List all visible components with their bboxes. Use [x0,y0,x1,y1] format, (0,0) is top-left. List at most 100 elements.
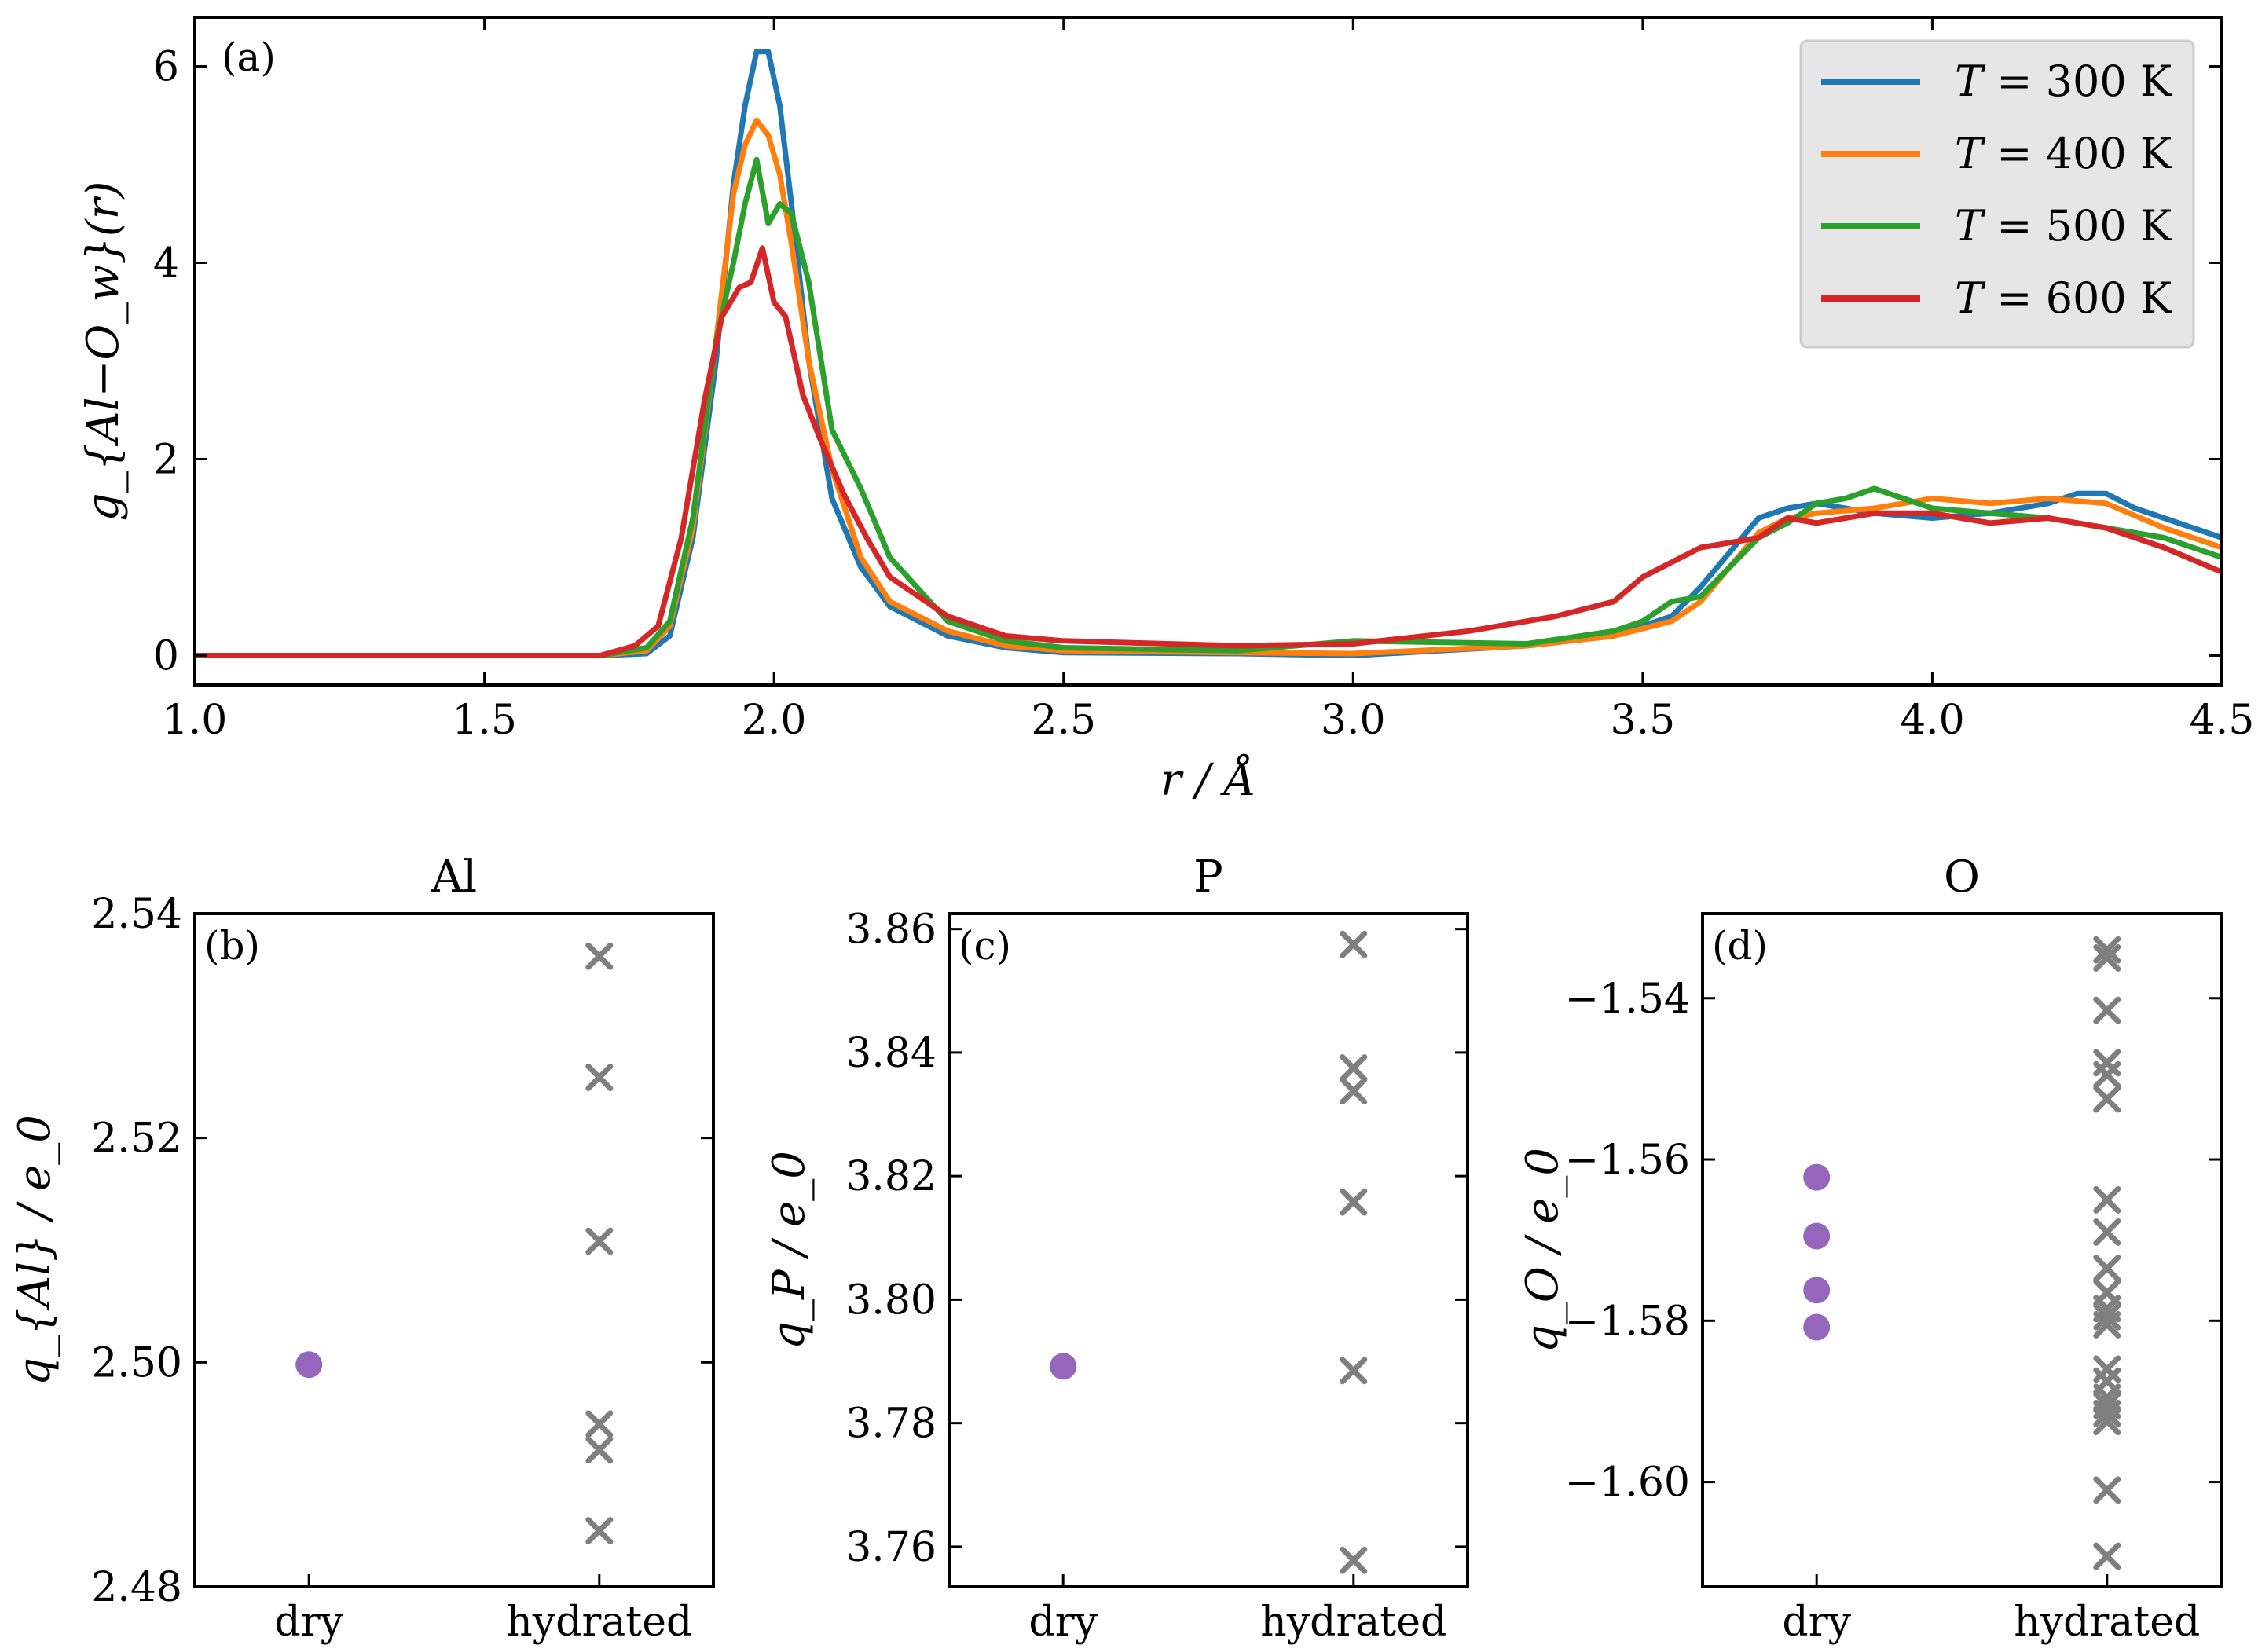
y-tick-label-b: 2.54 [91,891,182,938]
dry-point-d [1803,1163,1831,1191]
legend-label-value: = 300 K [1983,57,2173,106]
y-tick-label-d: −1.60 [1565,1460,1690,1507]
legend-label-c500: T = 500 K [1955,201,2173,251]
y-tick-label-c: 3.86 [845,907,937,954]
hydrated-point-d [2093,1060,2121,1089]
y-tick-label-c: 3.84 [845,1030,937,1077]
hydrated-point-b [585,1227,614,1255]
panel-a-rdf-chart: 1.0 1.5 2.0 2.5 3.0 3.5 4.0 4.5 0 2 4 6 r / Å g_{Al−O… [78,16,2255,806]
series-line-c400 [195,117,2222,658]
x-category-label-c: hydrated [1260,1599,1446,1646]
hydrated-point-c [1340,1188,1368,1216]
y-tick-label-d: −1.58 [1565,1298,1690,1345]
legend-label-c600: T = 600 K [1955,273,2173,323]
x-tick-label-a: 4.0 [1900,697,1965,744]
y-tick-label-c: 3.82 [845,1153,937,1200]
panel-tag-d: (d) [1712,923,1768,969]
hydrated-point-d [2093,1310,2121,1339]
hydrated-point-c [1340,1054,1368,1082]
x-tick-label-a: 4.5 [2190,697,2255,744]
hydrated-point-c [1340,1546,1368,1574]
hydrated-point-b [585,1517,614,1545]
y-tick-label-d: −1.56 [1565,1137,1690,1184]
x-tick-label-a: 1.0 [163,697,228,744]
panel-c-p-charges: P (c) 3.76 3.78 3.80 3.82 3.84 3.86 dry hydrated q… [764,852,1469,1646]
x-tick-label-a: 1.5 [452,697,517,744]
plot-frame-b [193,912,715,1588]
legend-label-var: T [1955,201,1986,251]
x-axis-label-a: r / Å [1160,753,1256,806]
legend-label-c400: T = 400 K [1955,129,2173,178]
x-tick-label-a: 3.0 [1321,697,1386,744]
hydrated-point-d [2093,1542,2121,1570]
legend-label-value: = 600 K [1983,273,2173,323]
y-tick-label-c: 3.76 [845,1524,937,1571]
hydrated-point-b [585,1064,614,1092]
hydrated-point-d [2093,1255,2121,1283]
y-tick-label-a: 4 [153,240,179,288]
legend-label-var: T [1955,129,1986,178]
y-axis-label-b: q_{Al} / e_0 [9,1115,60,1386]
dry-point-d [1803,1313,1831,1341]
hydrated-point-d [2093,1408,2121,1436]
x-tick-label-a: 2.0 [742,697,807,744]
plot-frame-a [193,16,2223,687]
x-category-label-d: hydrated [2014,1599,2200,1646]
y-tick-label-c: 3.78 [845,1401,937,1448]
panel-title-b: Al [431,852,477,903]
y-tick-label-c: 3.80 [845,1277,937,1324]
x-tick-label-a: 2.5 [1031,697,1096,744]
hydrated-point-d [2093,1302,2121,1331]
y-tick-label-a: 2 [153,437,179,484]
plot-frame-c [948,912,1469,1588]
dry-point-c [1050,1353,1077,1380]
legend-box [1799,39,2195,349]
legend-label-var: T [1955,57,1986,106]
y-tick-label-d: −1.54 [1565,976,1690,1023]
x-tick-label-a: 3.5 [1611,697,1676,744]
y-tick-label-a: 6 [153,44,179,91]
dry-point-b [295,1351,323,1379]
panel-title-c: P [1193,852,1223,903]
x-category-label-b: hydrated [506,1599,692,1646]
panel-b-al-charges: Al (b) 2.48 2.50 2.52 2.54 dry hydrated q_{Al} /… [9,852,715,1646]
x-category-label-b: dry [274,1599,343,1646]
plot-frame-d [1701,912,2223,1588]
panel-tag-a: (a) [222,35,276,80]
hydrated-point-c [1340,1077,1368,1105]
y-axis-label-c: q_P / e_0 [764,1151,815,1350]
hydrated-point-d [2093,996,2121,1024]
x-category-label-c: dry [1028,1599,1098,1646]
panel-tag-c: (c) [959,923,1011,969]
y-tick-label-b: 2.48 [91,1564,182,1611]
legend-label-value: = 500 K [1983,201,2173,251]
y-tick-label-b: 2.50 [91,1339,182,1386]
dry-point-d [1803,1222,1831,1250]
hydrated-point-b [585,942,614,970]
hydrated-point-b [585,1410,614,1438]
legend-label-var: T [1955,273,1986,323]
y-tick-label-b: 2.52 [91,1115,182,1163]
legend-label-c300: T = 300 K [1955,57,2173,106]
hydrated-point-d [2093,1399,2121,1427]
hydrated-point-d [2093,1085,2121,1113]
y-axis-label-a: g_{Al−O_w}(r) [78,181,129,522]
hydrated-point-d [2093,936,2121,964]
x-category-label-d: dry [1782,1599,1851,1646]
hydrated-point-d [2093,1476,2121,1504]
y-tick-label-a: 0 [153,633,179,680]
y-axis-label-d: q_O / e_0 [1517,1148,1568,1353]
panel-tag-b: (b) [204,923,260,969]
panel-d-o-charges: O (d) −1.54 −1.56 −1.58 −1.60 dry hydrated q_O /… [1517,852,2223,1646]
hydrated-point-d [2093,1185,2121,1214]
hydrated-point-b [585,1436,614,1464]
dry-point-d [1803,1277,1831,1304]
series-line-c600 [195,245,2222,658]
hydrated-point-d [2093,943,2121,972]
hydrated-point-c [1340,1357,1368,1385]
panel-title-d: O [1944,852,1980,903]
legend-label-value: = 400 K [1983,129,2173,178]
hydrated-point-c [1340,930,1368,958]
series-line-c500 [195,156,2222,658]
